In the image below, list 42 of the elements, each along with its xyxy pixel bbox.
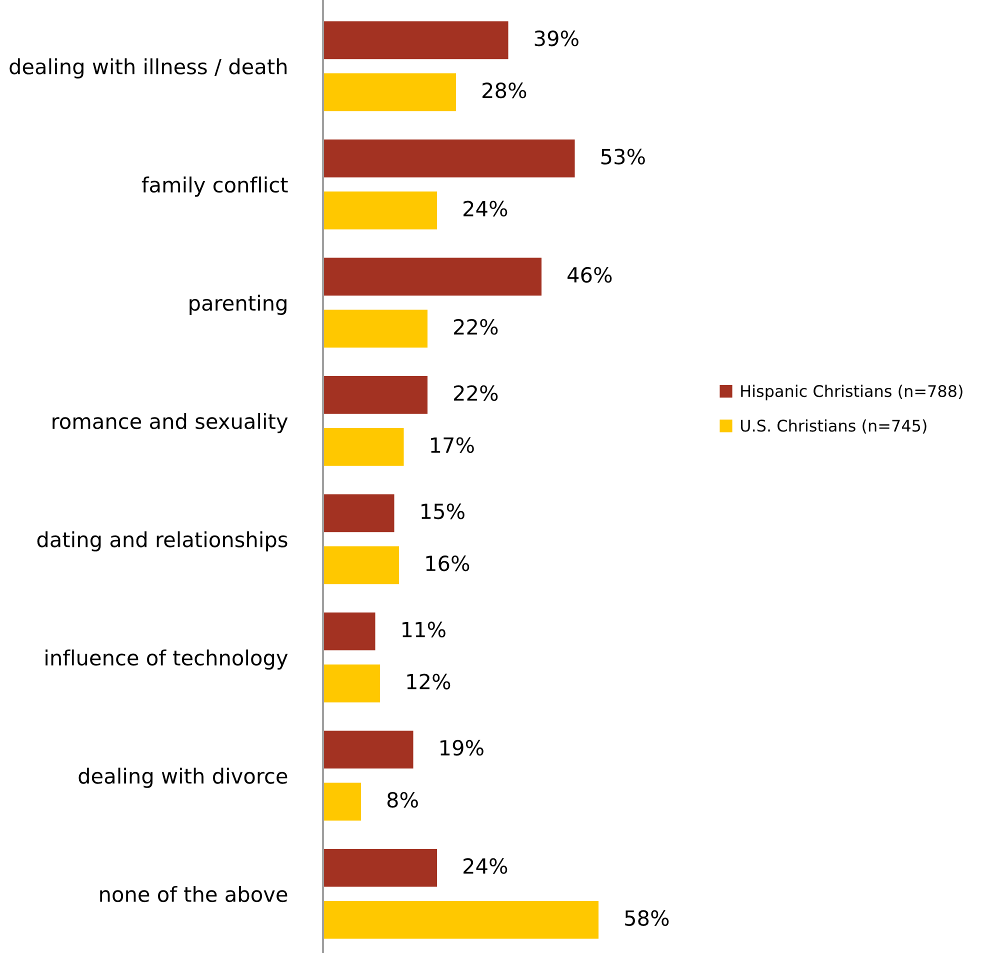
bar <box>323 546 400 584</box>
data-label: 11% <box>402 622 446 638</box>
y-tick-label: influence of technology <box>46 649 288 670</box>
data-label: 16% <box>426 555 470 572</box>
bar <box>323 73 456 112</box>
bar <box>323 258 542 296</box>
data-label: 17% <box>431 437 474 453</box>
bar <box>323 900 599 939</box>
data-label: 12% <box>407 674 450 690</box>
bar <box>323 140 575 178</box>
bar <box>323 664 380 702</box>
bar <box>323 21 508 60</box>
bar <box>323 494 394 532</box>
y-tick-label: dealing with divorce <box>78 768 288 788</box>
data-label: 15% <box>422 503 464 520</box>
data-label: 58% <box>625 910 669 926</box>
y-tick-label: parenting <box>190 294 286 315</box>
bar <box>323 310 428 348</box>
data-label: 24% <box>464 858 508 874</box>
y-tick-label: romance and sexuality <box>52 413 288 434</box>
data-label: 46% <box>568 266 612 283</box>
bar <box>323 848 438 887</box>
bar <box>323 376 428 414</box>
data-label: 39% <box>534 30 578 46</box>
y-tick-label: dating and relationships <box>37 531 288 552</box>
bar <box>323 730 414 769</box>
legend-label: U.S. Christians (n=745) <box>740 419 926 434</box>
bar <box>323 428 404 466</box>
y-tick-label: dealing with illness / death <box>10 58 287 78</box>
data-label: 8% <box>387 792 418 808</box>
y-tick-label: none of the above <box>100 886 288 902</box>
bar <box>323 612 376 650</box>
data-label: 24% <box>464 200 508 217</box>
data-label: 22% <box>454 318 498 335</box>
legend-label: Hispanic Christians (n=788) <box>741 384 962 400</box>
data-label: 28% <box>482 82 526 98</box>
data-label: 53% <box>601 148 645 164</box>
data-label: 22% <box>454 385 498 401</box>
data-label: 19% <box>440 740 484 756</box>
bar <box>323 192 438 230</box>
bar <box>323 782 362 821</box>
y-tick-label: family conflict <box>142 176 288 197</box>
